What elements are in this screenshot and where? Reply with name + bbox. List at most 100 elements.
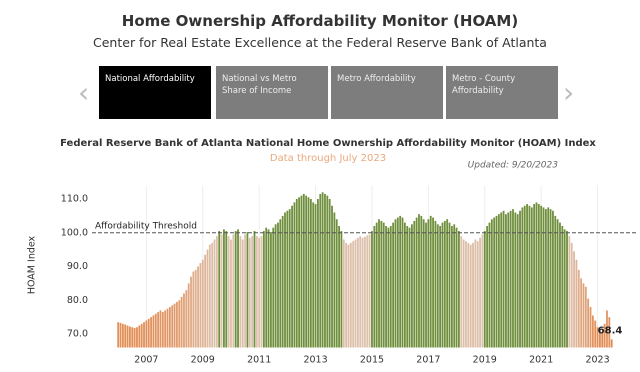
bar <box>136 327 138 348</box>
bar <box>610 339 613 348</box>
page-title: Home Ownership Affordability Monitor (HO… <box>121 12 519 30</box>
bar <box>465 241 467 348</box>
bar <box>302 193 305 348</box>
bar <box>185 290 188 348</box>
bar <box>291 205 293 348</box>
bar <box>443 220 446 348</box>
bar <box>145 320 148 348</box>
bar <box>483 231 486 348</box>
bar <box>265 227 268 348</box>
bar <box>603 323 606 348</box>
bar <box>418 214 420 348</box>
bar <box>307 197 310 348</box>
bar <box>215 236 218 348</box>
bar <box>295 199 298 348</box>
bar <box>399 215 402 348</box>
bar <box>234 231 237 348</box>
bar <box>366 235 369 348</box>
bar <box>448 222 451 348</box>
bar <box>584 286 587 348</box>
bar <box>173 303 176 348</box>
bar <box>272 227 275 348</box>
bar <box>211 242 214 348</box>
bar <box>309 199 312 348</box>
bar <box>535 202 538 348</box>
bar <box>392 222 395 348</box>
next-arrow[interactable]: › <box>563 76 575 109</box>
bar <box>403 222 406 348</box>
bar <box>190 276 192 348</box>
bar <box>606 310 608 348</box>
bar <box>453 224 456 348</box>
bar <box>333 212 336 348</box>
bar <box>331 205 333 348</box>
bar <box>422 219 425 348</box>
bar <box>124 324 127 348</box>
bar <box>385 226 387 348</box>
bar <box>171 305 174 348</box>
bar <box>481 234 484 348</box>
tab[interactable]: National Affordability <box>99 66 211 119</box>
bar <box>373 226 376 348</box>
bar <box>587 298 590 348</box>
bar <box>441 222 444 348</box>
chart-subtitle: Data through July 2023 <box>270 153 386 164</box>
bar <box>389 226 392 348</box>
bar <box>450 226 453 348</box>
bar <box>164 310 167 348</box>
bar <box>375 222 378 348</box>
y-tick-label: 80.0 <box>67 295 88 306</box>
bar <box>364 236 366 348</box>
bar <box>168 307 171 348</box>
bar <box>361 237 364 348</box>
bar <box>528 205 531 348</box>
bar <box>204 254 207 348</box>
bar <box>462 239 465 348</box>
bar <box>133 327 136 348</box>
bar <box>490 219 493 348</box>
bar <box>446 219 449 348</box>
bar <box>420 215 423 348</box>
x-tick-label: 2021 <box>529 355 553 366</box>
tab[interactable]: Metro - County Affordability <box>446 66 558 119</box>
bar <box>559 222 561 348</box>
bar <box>305 195 308 348</box>
bar <box>129 326 131 348</box>
bar <box>241 239 244 348</box>
bar <box>406 226 409 348</box>
bar <box>507 212 510 348</box>
bar <box>573 251 575 348</box>
bar <box>314 204 317 348</box>
bar <box>516 214 519 348</box>
bar <box>206 249 209 348</box>
bar <box>340 231 343 348</box>
y-axis-label: HOAM Index <box>27 235 38 294</box>
prev-arrow[interactable]: ‹ <box>78 76 90 109</box>
tab[interactable]: Metro Affordability <box>331 66 443 119</box>
bar <box>570 242 573 348</box>
tab[interactable]: National vs Metro Share of Income <box>216 66 328 119</box>
bar <box>436 224 439 348</box>
bar <box>197 266 199 348</box>
bar <box>300 195 303 348</box>
bar <box>119 322 122 348</box>
bar <box>521 207 524 348</box>
bar <box>324 193 326 348</box>
x-tick-label: 2017 <box>416 355 440 366</box>
bar <box>476 241 479 348</box>
bar <box>140 323 143 348</box>
bar <box>519 210 521 348</box>
bar <box>596 327 599 348</box>
bar <box>497 214 500 348</box>
bar <box>166 308 169 348</box>
bar <box>547 207 550 348</box>
bar <box>580 278 583 348</box>
bar <box>354 239 357 348</box>
bar <box>183 293 185 348</box>
bar <box>262 231 265 348</box>
bar <box>117 322 120 348</box>
bar <box>474 239 477 348</box>
bar <box>239 236 242 348</box>
